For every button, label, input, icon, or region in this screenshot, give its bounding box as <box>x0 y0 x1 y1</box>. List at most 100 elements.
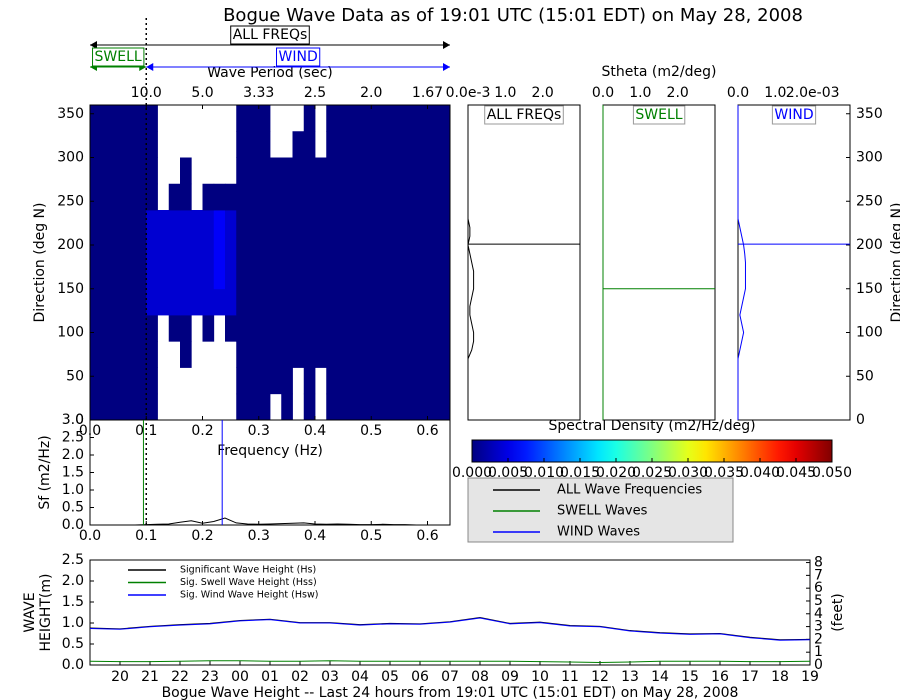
spectrum-line <box>90 517 450 526</box>
heat-cell <box>101 157 113 185</box>
heat-cell <box>168 183 181 211</box>
y2-tick-label: 6 <box>814 580 823 596</box>
x-tick-label: 12 <box>591 669 609 685</box>
heat-cell <box>123 131 136 158</box>
heat-cell <box>225 236 237 263</box>
heat-cell <box>337 210 350 237</box>
heat-cell <box>360 236 372 263</box>
heat-cell <box>337 236 350 263</box>
heat-cell <box>416 393 428 421</box>
y-tick-label: 300 <box>57 150 84 166</box>
heat-cell <box>101 393 113 421</box>
heat-cell <box>168 262 181 290</box>
heat-cell <box>416 236 428 263</box>
heat-cell <box>180 315 192 342</box>
heat-cell <box>90 367 102 395</box>
heat-cell <box>405 183 417 211</box>
heat-cell <box>382 183 395 211</box>
heat-cell <box>337 288 350 316</box>
heat-cell <box>326 105 338 132</box>
heat-cell <box>180 341 192 368</box>
heat-cell <box>281 341 293 368</box>
y-axis-label: HEIGHT(m) <box>38 574 54 652</box>
heat-cell <box>146 131 158 158</box>
heat-cell <box>427 105 440 132</box>
heat-cell <box>326 341 338 368</box>
heat-cell <box>438 183 451 211</box>
heat-cell <box>371 131 383 158</box>
x-tick-label: 13 <box>621 669 639 685</box>
heat-cell <box>337 393 350 421</box>
heat-cell <box>146 315 158 342</box>
x-tick-label: 0.0 <box>727 85 749 101</box>
heat-cell <box>427 367 440 395</box>
x-tick-label: 0.3 <box>248 423 270 439</box>
label-box <box>632 105 686 125</box>
y-tick-label: 150 <box>856 281 883 297</box>
heat-cell <box>405 288 417 316</box>
heat-cell <box>382 315 395 342</box>
heat-cell <box>258 341 271 368</box>
x-tick-label: 0.0e-3 <box>446 85 491 101</box>
y-axis-label: Sf (m2/Hz) <box>37 435 53 509</box>
x-tick-label: 03 <box>321 669 339 685</box>
heat-cell <box>393 236 406 263</box>
y-tick-label: 0 <box>75 412 84 428</box>
heat-cell <box>315 236 327 263</box>
heat-cell <box>371 236 383 263</box>
heat-cell <box>303 367 316 395</box>
x-tick-label: 22 <box>171 669 189 685</box>
legend-label: WIND Waves <box>557 525 640 540</box>
heat-cell <box>101 210 113 237</box>
heat-cell <box>416 367 428 395</box>
heat-cell <box>281 236 293 263</box>
annotation-label: SWELL <box>95 49 142 65</box>
plot-frame <box>467 104 581 421</box>
heat-cell <box>123 183 136 211</box>
heat-cell <box>393 183 406 211</box>
y-tick-label: 0.0 <box>62 517 84 533</box>
legend-label: Sig. Swell Wave Height (Hss) <box>180 577 317 588</box>
y2-axis-label: (feet) <box>830 593 846 632</box>
x-tick-label: 01 <box>261 669 279 685</box>
heat-cell <box>112 210 125 237</box>
y-tick-label: 150 <box>57 281 84 297</box>
heat-cell <box>236 157 248 185</box>
heat-cell <box>315 262 327 290</box>
heat-cell <box>112 367 125 395</box>
heat-cell <box>281 367 293 395</box>
legend-label: Sig. Wind Wave Height (Hsw) <box>180 590 318 601</box>
heat-cell <box>247 131 260 158</box>
heat-cell <box>337 315 350 342</box>
heat-cell <box>247 367 260 395</box>
heat-cell <box>90 288 102 316</box>
x-tick-label: 0.5 <box>360 528 382 544</box>
colorbar-tick-label: 0.050 <box>812 465 852 481</box>
x-tick-label: 0.6 <box>416 528 438 544</box>
heat-cell <box>225 315 237 342</box>
series-line <box>89 660 811 663</box>
heat-cell <box>101 183 113 211</box>
y-tick-label: 0.5 <box>62 500 84 516</box>
heat-cell <box>247 157 260 185</box>
heat-cell <box>326 157 338 185</box>
heat-cell <box>135 105 147 132</box>
heat-cell <box>438 210 451 237</box>
heat-cell <box>326 183 338 211</box>
heat-cell <box>258 131 271 158</box>
y-axis-label: Direction (deg N) <box>889 203 900 323</box>
heat-cell <box>360 210 372 237</box>
heat-cell <box>90 315 102 342</box>
x-tick-label: 00 <box>231 669 249 685</box>
heat-cell <box>438 367 451 395</box>
heat-cell <box>337 341 350 368</box>
heat-cell <box>180 210 192 237</box>
heat-cell <box>292 183 305 211</box>
heat-cell <box>101 315 113 342</box>
heat-cell <box>146 341 158 368</box>
heat-cell <box>112 341 125 368</box>
heat-cell <box>247 210 260 237</box>
heat-cell <box>315 157 327 185</box>
heat-cell <box>393 262 406 290</box>
heat-cell <box>360 183 372 211</box>
